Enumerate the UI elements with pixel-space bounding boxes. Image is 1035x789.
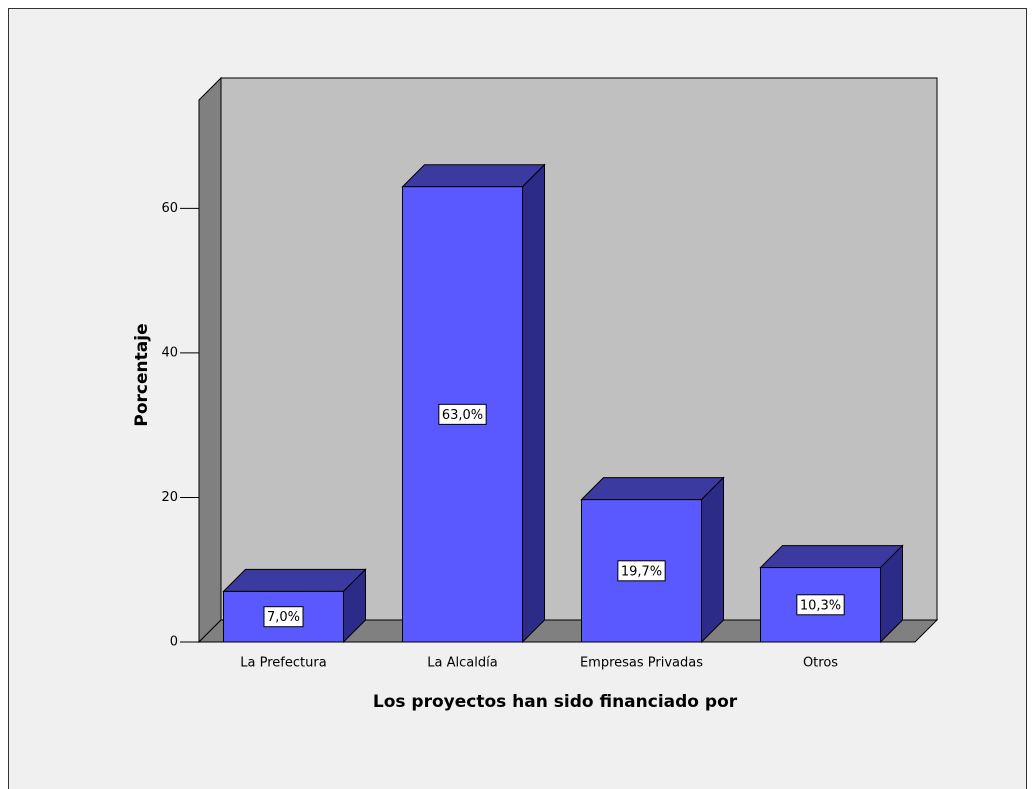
value-label-box <box>617 560 666 582</box>
value-label-box <box>796 594 845 616</box>
value-label: 10,3% <box>800 598 841 613</box>
bar-top <box>401 164 546 188</box>
bar-top <box>759 545 904 569</box>
y-tick-label: 20 <box>161 490 178 505</box>
y-axis-title: Porcentaje <box>132 323 152 426</box>
value-label: 7,0% <box>267 610 300 625</box>
back-wall <box>220 77 938 621</box>
y-tick-label: 0 <box>170 635 178 650</box>
x-axis-title: Los proyectos han sido financiado por <box>373 692 738 712</box>
bar-side <box>522 163 545 644</box>
bar-top <box>580 477 725 501</box>
bar <box>402 186 523 643</box>
y-tick-label: 60 <box>161 201 178 216</box>
y-tick-label: 40 <box>161 345 178 360</box>
bar-top <box>222 568 367 592</box>
left-wall <box>198 76 222 644</box>
x-tick-label: La Prefectura <box>240 656 326 671</box>
x-tick-label: Otros <box>803 656 838 671</box>
value-label: 63,0% <box>442 408 483 423</box>
value-label: 19,7% <box>621 564 662 579</box>
value-label-box <box>438 403 487 425</box>
value-label-box <box>263 606 304 628</box>
x-tick-label: Empresas Privadas <box>580 656 703 671</box>
bar-side <box>701 476 724 644</box>
x-tick-label: La Alcaldía <box>427 656 497 671</box>
